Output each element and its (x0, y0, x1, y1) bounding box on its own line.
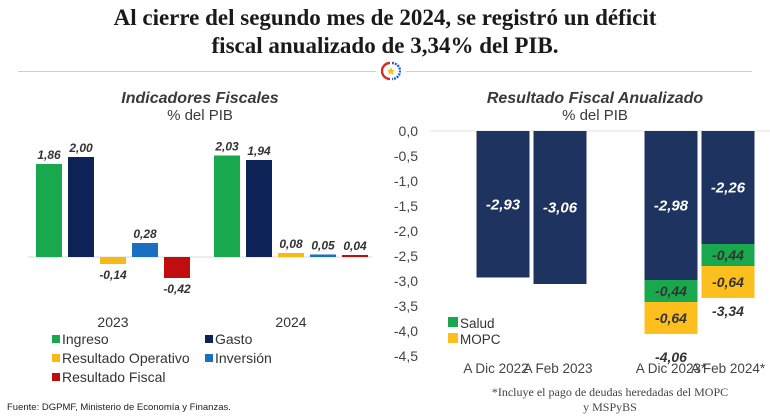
headline-line-2: fiscal anualizado de 3,34% del PIB. (211, 33, 559, 58)
right-chart-subtitle: % del PIB (562, 107, 628, 124)
left-legend-label: Ingreso (62, 331, 109, 347)
left-x-tick-label: 2023 (97, 314, 128, 330)
left-bar-2023-resultado-operativo (100, 257, 126, 264)
left-bar-2023-ingreso (36, 164, 62, 257)
left-bar-2023-inversión (132, 243, 158, 257)
right-bar-salud-3 (701, 244, 755, 266)
left-bar-label: 0,05 (311, 239, 335, 253)
divider-left (18, 71, 376, 72)
right-y-tick-label: -3,5 (394, 298, 418, 314)
right-y-tick-label: -1,0 (394, 173, 418, 189)
right-bar-label: -2,93 (486, 196, 521, 213)
left-legend-label: Resultado Operativo (62, 350, 190, 366)
left-bar-label: 0,28 (133, 227, 157, 241)
left-bar-label: 2,03 (214, 140, 239, 154)
divider-right (406, 71, 752, 72)
footnote-line-2: y MSPyBS (583, 400, 637, 414)
left-bar-label: -0,42 (163, 282, 191, 296)
right-total-label: -3,34 (712, 303, 744, 319)
left-legend-label: Inversión (215, 350, 272, 366)
right-y-tick-label: 0,0 (399, 123, 419, 139)
left-chart-subtitle: % del PIB (167, 107, 233, 124)
right-bar-label: -0,44 (655, 283, 687, 299)
left-bar-2024-inversión (310, 254, 336, 257)
right-bar-mopc-3 (701, 266, 755, 298)
left-bar-2024-resultado-fiscal (342, 255, 368, 257)
left-legend-swatch (52, 373, 60, 381)
right-bar-mopc-2 (644, 302, 698, 334)
right-y-tick-label: -4,0 (394, 323, 418, 339)
footnote: *Incluye el pago de deudas heredadas del… (460, 385, 760, 415)
left-bar-label: -0,14 (99, 268, 127, 282)
right-y-tick-label: -1,5 (394, 198, 418, 214)
left-bar-label: 0,04 (343, 239, 367, 253)
right-bar-resultado-3 (701, 131, 755, 244)
right-bar-label: -0,64 (655, 310, 687, 326)
right-bar-resultado-2 (644, 131, 698, 280)
left-x-tick-label: 2024 (275, 314, 306, 330)
right-x-tick-label: A Feb 2024* (691, 361, 766, 376)
left-bar-label: 2,00 (68, 141, 93, 155)
left-legend-swatch (205, 335, 213, 343)
left-legend-label: Gasto (215, 331, 253, 347)
right-x-tick-label: A Feb 2023 (523, 361, 592, 376)
right-legend-label: Salud (460, 316, 495, 331)
right-legend-swatch (448, 317, 458, 327)
footnote-line-1: *Incluye el pago de deudas heredadas del… (491, 385, 729, 399)
left-bar-label: 1,94 (247, 144, 271, 158)
left-legend-swatch (52, 354, 60, 362)
left-bar-2023-gasto (68, 157, 94, 257)
right-total-label: -4,06 (655, 349, 687, 365)
right-y-tick-label: -2,0 (394, 223, 418, 239)
emblem-icon (381, 61, 401, 81)
right-bar-resultado-1 (533, 131, 587, 284)
headline: Al cierre del segundo mes de 2024, se re… (0, 4, 770, 60)
right-legend-swatch (448, 333, 458, 343)
right-legend-label: MOPC (460, 332, 501, 347)
right-bar-resultado-0 (476, 131, 530, 278)
left-bar-2024-resultado-operativo (278, 253, 304, 257)
right-bar-label: -2,98 (654, 198, 689, 215)
right-y-tick-label: -4,5 (394, 348, 418, 364)
left-bar-label: 1,86 (37, 148, 61, 162)
right-bar-label: -0,44 (712, 247, 744, 263)
left-bar-2024-gasto (246, 160, 272, 257)
left-bar-label: 0,08 (279, 237, 303, 251)
left-bar-2024-ingreso (214, 155, 240, 257)
right-bar-label: -2,26 (711, 180, 746, 197)
right-y-tick-label: -3,0 (394, 273, 418, 289)
headline-line-1: Al cierre del segundo mes de 2024, se re… (113, 5, 657, 30)
right-chart-title: Resultado Fiscal Anualizado (486, 90, 704, 107)
right-x-tick-label: A Dic 2023* (636, 361, 707, 376)
right-x-tick-label: A Dic 2022 (463, 361, 528, 376)
right-y-tick-label: -0,5 (394, 148, 418, 164)
left-bar-2023-resultado-fiscal (164, 257, 190, 278)
right-bar-salud-2 (644, 280, 698, 302)
right-y-tick-label: -2,5 (394, 248, 418, 264)
source-note: Fuente: DGPMF, Ministerio de Economía y … (7, 402, 231, 413)
left-legend-swatch (52, 335, 60, 343)
right-bar-label: -3,06 (543, 200, 578, 217)
left-legend-label: Resultado Fiscal (62, 369, 166, 385)
left-legend-swatch (205, 354, 213, 362)
right-bar-label: -0,64 (712, 274, 744, 290)
left-chart-title: Indicadores Fiscales (121, 90, 279, 107)
